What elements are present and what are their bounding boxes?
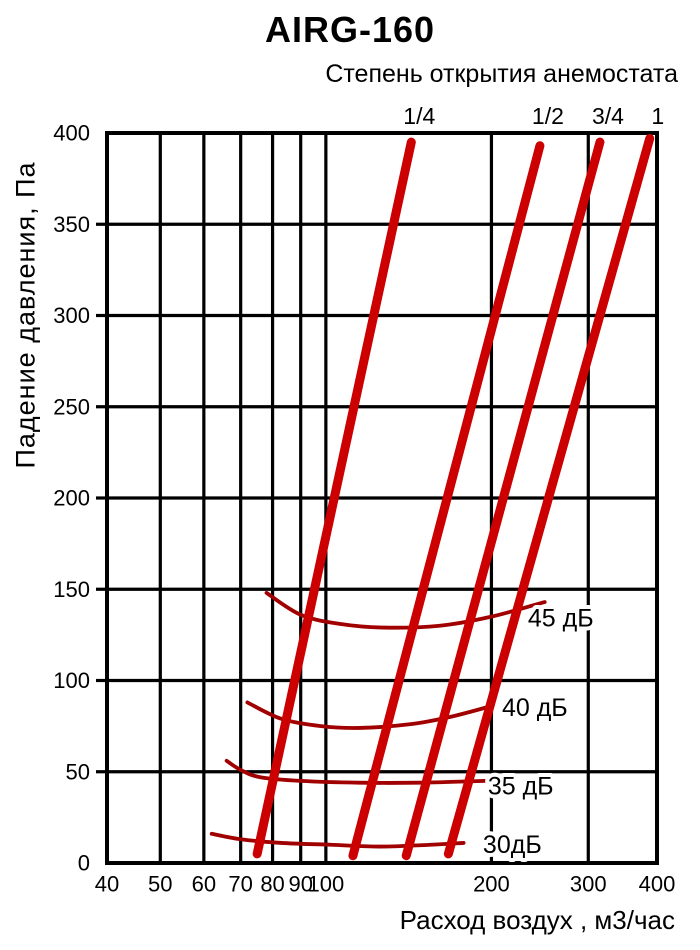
noise-label-35 дБ: 35 дБ <box>488 772 554 800</box>
x-tick-label-400: 400 <box>639 872 676 897</box>
chart-subtitle: Степень открытия анемостата <box>325 60 678 88</box>
x-tick-label-200: 200 <box>473 872 510 897</box>
y-tick-label-200: 200 <box>53 486 90 511</box>
y-axis-title: Падение давления, Па <box>10 161 41 469</box>
y-tick-label-150: 150 <box>53 577 90 602</box>
x-tick-label-80: 80 <box>260 872 284 897</box>
opening-line-1 <box>443 133 655 859</box>
x-tick-label-90: 90 <box>288 872 312 897</box>
opening-label-1/4: 1/4 <box>403 103 435 129</box>
noise-label-30дБ: 30дБ <box>483 831 542 859</box>
noise-curve-40 дБ <box>245 700 494 730</box>
x-tick-label-300: 300 <box>570 872 607 897</box>
y-tick-label-100: 100 <box>53 668 90 693</box>
noise-curve-30дБ <box>209 831 466 849</box>
noise-label-45 дБ: 45 дБ <box>528 604 594 632</box>
y-tick-label-300: 300 <box>53 303 90 328</box>
x-axis-title: Расход воздух , м3/час <box>399 905 675 935</box>
y-tick-label-400: 400 <box>53 121 90 146</box>
noise-curve-35 дБ <box>224 758 488 785</box>
opening-line-3/4 <box>401 137 605 861</box>
opening-line-1/4 <box>252 137 416 859</box>
y-tick-label-250: 250 <box>53 394 90 419</box>
noise-curve-45 дБ <box>264 591 547 630</box>
x-tick-label-50: 50 <box>148 872 172 897</box>
opening-line-1/2 <box>348 141 545 861</box>
chart-title: AIRG-160 <box>264 9 436 50</box>
x-tick-label-60: 60 <box>192 872 216 897</box>
opening-label-3/4: 3/4 <box>592 103 624 129</box>
y-tick-label-0: 0 <box>78 851 90 876</box>
noise-label-40 дБ: 40 дБ <box>502 694 568 722</box>
y-tick-label-350: 350 <box>53 212 90 237</box>
plot-border <box>105 131 659 865</box>
x-tick-label-70: 70 <box>228 872 252 897</box>
x-tick-label-40: 40 <box>95 872 119 897</box>
x-tick-label-100: 100 <box>308 872 345 897</box>
opening-label-1: 1 <box>651 103 664 129</box>
opening-label-1/2: 1/2 <box>532 103 564 129</box>
y-tick-label-50: 50 <box>66 759 90 784</box>
